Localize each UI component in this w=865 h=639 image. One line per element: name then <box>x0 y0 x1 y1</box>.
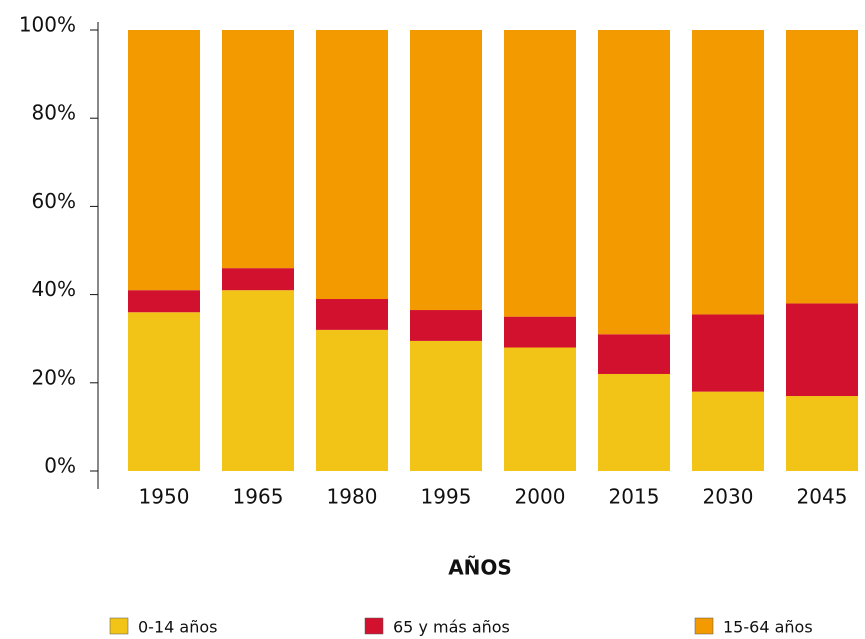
bar-segment <box>598 30 670 335</box>
y-tick-label: 100% <box>19 13 76 37</box>
x-tick-label: 2030 <box>703 485 754 509</box>
bar-segment <box>410 30 482 311</box>
bar-segment <box>504 316 576 348</box>
legend-label: 15-64 años <box>723 618 813 637</box>
y-tick-label: 60% <box>32 189 76 213</box>
bar-segment <box>128 290 200 313</box>
legend-swatch <box>364 617 384 635</box>
bar-segment <box>316 299 388 330</box>
bar-segment <box>128 312 200 471</box>
legend-swatch <box>694 617 714 635</box>
x-tick-label: 1995 <box>421 485 472 509</box>
x-tick-label: 1965 <box>233 485 284 509</box>
bar-segment <box>316 329 388 471</box>
y-tick-label: 80% <box>32 101 76 125</box>
bar-segment <box>222 30 294 269</box>
bar-segment <box>410 310 482 341</box>
bar-segment <box>598 373 670 471</box>
y-tick-label: 40% <box>32 277 76 301</box>
x-tick-label: 2015 <box>609 485 660 509</box>
x-axis-title: AÑOS <box>448 556 512 580</box>
bar-segment <box>692 314 764 392</box>
x-tick-label: 2045 <box>797 485 848 509</box>
bar-segment <box>222 268 294 291</box>
x-tick-label: 1980 <box>327 485 378 509</box>
bar-segment <box>598 334 670 374</box>
bar-segment <box>786 303 858 397</box>
y-tick-label: 0% <box>44 454 76 478</box>
bar-segment <box>222 290 294 471</box>
bar-segment <box>786 30 858 304</box>
bar-segment <box>692 30 764 315</box>
legend-label: 65 y más años <box>393 618 510 637</box>
bar-segment <box>316 30 388 300</box>
bar-segment <box>692 391 764 471</box>
bar-segment <box>128 30 200 291</box>
bar-segment <box>504 347 576 471</box>
bar-segment <box>504 30 576 317</box>
legend-swatch <box>109 617 129 635</box>
legend-label: 0-14 años <box>138 618 217 637</box>
x-tick-label: 1950 <box>139 485 190 509</box>
x-tick-label: 2000 <box>515 485 566 509</box>
bar-segment <box>410 340 482 471</box>
y-tick-label: 20% <box>32 365 76 389</box>
bar-segment <box>786 396 858 471</box>
legend: 0-14 años 65 y más años 15-64 años <box>109 617 813 637</box>
